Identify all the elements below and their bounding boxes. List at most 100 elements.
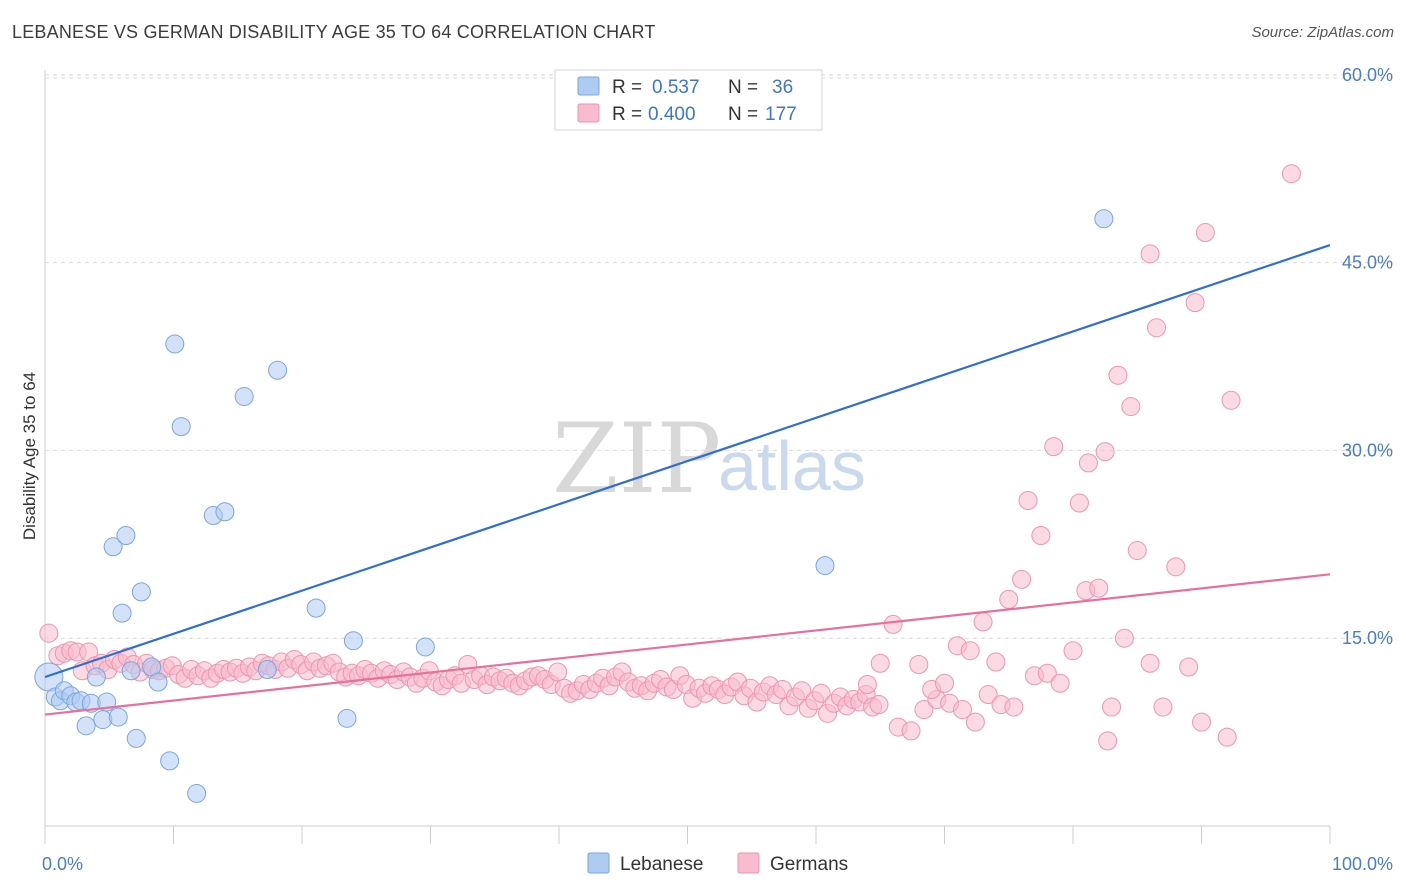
lebanese-point [116,526,136,546]
germans-point [1140,244,1160,264]
germans-point [1221,390,1241,410]
germans-point [857,675,877,695]
germans-point [39,623,59,643]
germans-point [1121,397,1141,417]
lebanese-point [337,708,357,728]
legend-germans-swatch [577,103,600,123]
germans-point [883,614,903,634]
germans-point [1089,578,1109,598]
germans-point [960,641,980,661]
germans-point [1153,697,1173,717]
germans-point [1108,365,1128,385]
lebanese-point [112,603,132,623]
legend-r-value-lebanese: 0.537 [652,77,700,98]
germans-point [909,654,929,674]
legend-r-label-germans: R = [612,104,642,125]
y-axis-label: Disability Age 35 to 64 [20,372,39,540]
germans-point [1031,526,1051,546]
bottom-legend-lebanese-swatch [587,852,610,874]
x-tick-marks [44,826,1331,844]
bottom-legend-lebanese-label: Lebanese [620,854,703,875]
gridlines [45,74,1393,639]
germans-point [1063,641,1083,661]
germans-point [792,681,812,701]
legend-r-label-lebanese: R = [612,77,642,98]
legend: R = 0.537 N = 36 R = 0.400 N = 177 [554,69,823,131]
germans-point [870,653,890,673]
x-tick-label-min: 0.0% [42,854,83,874]
germans-point [986,652,1006,672]
lebanese-point [815,556,835,576]
germans-trend-line [44,573,1331,716]
germans-point [965,712,985,732]
germans-point [1195,223,1215,243]
germans-point [1037,663,1057,683]
germans-point [811,683,831,703]
germans-point [978,685,998,705]
lebanese-point [76,716,96,736]
germans-point [1069,493,1089,513]
trend-lines [44,244,1331,716]
y-tick-label: 15.0% [1342,628,1393,648]
germans-point [952,700,972,720]
lebanese-point [257,659,277,679]
germans-point [999,589,1019,609]
lebanese-point [1094,209,1114,229]
lebanese-point [215,502,235,522]
lebanese-point [160,751,180,771]
germans-point [914,700,934,720]
chart-title: LEBANESE VS GERMAN DISABILITY AGE 35 TO … [12,22,656,42]
legend-n-value-germans: 177 [765,104,797,125]
germans-point [1281,164,1301,184]
germans-point [1127,541,1147,561]
germans-point [1114,628,1134,648]
bottom-legend-germans-label: Germans [770,854,848,875]
lebanese-point [187,783,207,803]
lebanese-point [121,661,141,681]
germans-point [1098,731,1118,751]
lebanese-point [131,582,151,602]
germans-point [1179,657,1199,677]
lebanese-point [306,598,326,618]
legend-n-value-lebanese: 36 [772,77,793,98]
germans-point [869,695,889,715]
y-tick-label: 30.0% [1342,440,1393,460]
germans-point [935,673,954,693]
lebanese-trend-line [44,244,1331,679]
germans-point [1192,712,1211,732]
bottom-legend: Lebanese Germans [587,852,848,875]
germans-point [973,612,993,632]
germans-point [1140,653,1160,673]
y-tick-labels: 15.0% 30.0% 45.0% 60.0% [1342,65,1393,648]
germans-point [1095,442,1115,462]
lebanese-point [268,360,288,380]
legend-n-label-germans: N = [728,104,758,125]
lebanese-points [34,209,1114,803]
legend-lebanese-swatch [577,76,600,96]
germans-point [901,721,921,741]
x-tick-label-max: 100.0% [1332,854,1393,874]
lebanese-point [108,707,128,727]
germans-point [1102,697,1122,717]
germans-point [1147,318,1167,338]
legend-r-value-germans: 0.400 [648,104,696,125]
lebanese-point [126,728,146,748]
y-tick-label: 45.0% [1342,253,1393,273]
germans-point [1018,490,1038,510]
lebanese-point [148,672,168,692]
lebanese-point [171,417,191,437]
lebanese-point [165,334,185,354]
lebanese-point [234,387,254,407]
source-label: Source: ZipAtlas.com [1251,24,1394,41]
y-tick-label: 60.0% [1342,65,1393,85]
bottom-legend-germans-swatch [737,852,760,874]
watermark-atlas: atlas [718,427,866,505]
legend-n-label-lebanese: N = [728,77,758,98]
germans-point [1078,453,1098,473]
germans-point [1050,673,1070,693]
germans-point [548,662,568,682]
lebanese-point [103,537,123,557]
germans-point [1185,293,1205,313]
germans-point [1044,437,1064,457]
